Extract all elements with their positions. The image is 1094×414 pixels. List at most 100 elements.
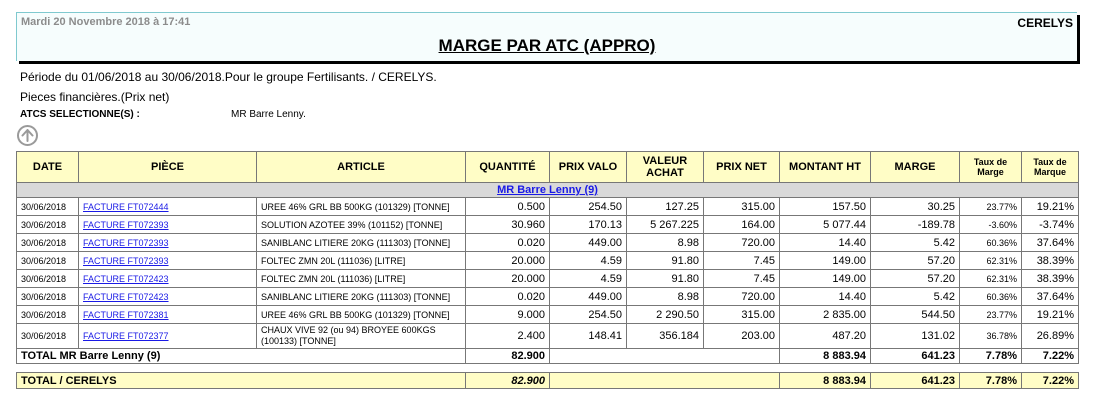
cell-montant-ht: 14.40 [779, 233, 871, 252]
group-total-marge: 641.23 [870, 348, 960, 364]
piece-link[interactable]: FACTURE FT072393 [83, 219, 169, 230]
cell-prix-net: 315.00 [703, 305, 780, 324]
margin-table: DATE PIÈCE ARTICLE QUANTITÉ PRIX VALO VA… [16, 151, 1079, 389]
piece-link[interactable]: FACTURE FT072381 [83, 309, 169, 320]
cell-taux-marge: 62.31% [959, 269, 1022, 288]
selection-label: ATCS SELECTIONNE(S) : [20, 109, 140, 120]
group-total-row: TOTAL MR Barre Lenny (9) 82.900 8 883.94… [16, 348, 1079, 364]
col-prix-valo[interactable]: PRIX VALO [549, 151, 627, 183]
cell-valeur-achat: 356.184 [626, 323, 704, 349]
report-date: Mardi 20 Novembre 2018 à 17:41 [21, 16, 191, 28]
table-row: 30/06/2018 FACTURE FT072381 UREE 46% GRL… [16, 305, 1079, 324]
cell-prix-net: 720.00 [703, 287, 780, 306]
cell-montant-ht: 487.20 [779, 323, 871, 349]
cell-montant-ht: 157.50 [779, 197, 871, 216]
cell-taux-marque: 38.39% [1021, 269, 1079, 288]
cell-valeur-achat: 2 290.50 [626, 305, 704, 324]
cell-taux-marge: -3.60% [959, 215, 1022, 234]
cell-taux-marge: 60.36% [959, 287, 1022, 306]
cell-montant-ht: 149.00 [779, 269, 871, 288]
cell-marge: 57.20 [870, 251, 960, 270]
cell-date: 30/06/2018 [16, 305, 79, 324]
cell-valeur-achat: 91.80 [626, 269, 704, 288]
table-row: 30/06/2018 FACTURE FT072377 CHAUX VIVE 9… [16, 323, 1079, 349]
cell-taux-marge: 36.78% [959, 323, 1022, 349]
cell-article: SANIBLANC LITIERE 20KG (111303) [TONNE] [256, 233, 466, 252]
col-prix-net[interactable]: PRIX NET [703, 151, 780, 183]
cell-date: 30/06/2018 [16, 323, 79, 349]
cell-prix-net: 315.00 [703, 197, 780, 216]
grand-total-empty [549, 372, 780, 389]
spacer-cell [17, 364, 1079, 373]
col-piece[interactable]: PIÈCE [78, 151, 257, 183]
piece-link[interactable]: FACTURE FT072377 [83, 330, 169, 341]
cell-quantite: 0.020 [465, 287, 550, 306]
cell-taux-marque: 37.64% [1021, 287, 1079, 306]
cell-piece: FACTURE FT072444 [78, 197, 257, 216]
piece-link[interactable]: FACTURE FT072444 [83, 201, 169, 212]
cell-montant-ht: 14.40 [779, 287, 871, 306]
cell-piece: FACTURE FT072377 [78, 323, 257, 349]
cell-taux-marque: 19.21% [1021, 197, 1079, 216]
cell-prix-valo: 254.50 [549, 197, 627, 216]
col-taux-marge-l1: Taux de [973, 157, 1008, 167]
cell-taux-marge: 23.77% [959, 197, 1022, 216]
cell-taux-marque: -3.74% [1021, 215, 1079, 234]
cell-valeur-achat: 91.80 [626, 251, 704, 270]
col-quantite[interactable]: QUANTITÉ [465, 151, 550, 183]
cell-prix-net: 7.45 [703, 269, 780, 288]
col-date[interactable]: DATE [16, 151, 79, 183]
group-link[interactable]: MR Barre Lenny (9) [497, 184, 598, 196]
cell-marge: 544.50 [870, 305, 960, 324]
cell-date: 30/06/2018 [16, 251, 79, 270]
cell-article: SOLUTION AZOTEE 39% (101152) [TONNE] [256, 215, 466, 234]
col-valeur-achat-l2: ACHAT [646, 167, 684, 179]
cell-prix-net: 7.45 [703, 251, 780, 270]
pieces-text: Pieces financières.(Prix net) [20, 90, 170, 104]
col-taux-marque-l1: Taux de [1033, 157, 1067, 167]
cell-article: FOLTEC ZMN 20L (111036) [LITRE] [256, 269, 466, 288]
cell-article: UREE 46% GRL BB 500KG (101329) [TONNE] [256, 305, 466, 324]
cell-piece: FACTURE FT072393 [78, 233, 257, 252]
cell-valeur-achat: 5 267.225 [626, 215, 704, 234]
cell-prix-valo: 4.59 [549, 251, 627, 270]
grand-total-label: TOTAL / CERELYS [16, 372, 466, 389]
table-header-row: DATE PIÈCE ARTICLE QUANTITÉ PRIX VALO VA… [16, 151, 1079, 183]
cell-prix-valo: 148.41 [549, 323, 627, 349]
col-article[interactable]: ARTICLE [256, 151, 466, 183]
cell-marge: 5.42 [870, 287, 960, 306]
group-total-label: TOTAL MR Barre Lenny (9) [16, 348, 466, 364]
col-taux-marge-l2: Marge [977, 167, 1004, 177]
cell-date: 30/06/2018 [16, 287, 79, 306]
col-valeur-achat-l1: VALEUR [642, 155, 688, 167]
col-valeur-achat[interactable]: VALEUR ACHAT [626, 151, 704, 183]
piece-link[interactable]: FACTURE FT072423 [83, 273, 169, 284]
company-name: CERELYS [1017, 16, 1073, 30]
cell-prix-net: 164.00 [703, 215, 780, 234]
grand-total-quantite: 82.900 [465, 372, 550, 389]
grand-total-taux-marque: 7.22% [1021, 372, 1079, 389]
table-row: 30/06/2018 FACTURE FT072423 FOLTEC ZMN 2… [16, 269, 1079, 288]
cell-quantite: 0.020 [465, 233, 550, 252]
cell-quantite: 2.400 [465, 323, 550, 349]
cell-article: UREE 46% GRL BB 500KG (101329) [TONNE] [256, 197, 466, 216]
report-header: Mardi 20 Novembre 2018 à 17:41 CERELYS M… [16, 12, 1077, 61]
cell-prix-valo: 254.50 [549, 305, 627, 324]
grand-total-row: TOTAL / CERELYS 82.900 8 883.94 641.23 7… [16, 372, 1079, 389]
col-marge[interactable]: MARGE [870, 151, 960, 183]
cell-taux-marque: 38.39% [1021, 251, 1079, 270]
piece-link[interactable]: FACTURE FT072393 [83, 255, 169, 266]
cell-piece: FACTURE FT072423 [78, 287, 257, 306]
piece-link[interactable]: FACTURE FT072423 [83, 291, 169, 302]
piece-link[interactable]: FACTURE FT072393 [83, 237, 169, 248]
arrow-up-icon[interactable] [17, 125, 38, 146]
cell-marge: -189.78 [870, 215, 960, 234]
cell-montant-ht: 149.00 [779, 251, 871, 270]
col-taux-marge[interactable]: Taux de Marge [959, 151, 1022, 183]
col-taux-marque[interactable]: Taux de Marque [1021, 151, 1079, 183]
grand-total-montant-ht: 8 883.94 [779, 372, 871, 389]
cell-taux-marque: 19.21% [1021, 305, 1079, 324]
col-montant-ht[interactable]: MONTANT HT [779, 151, 871, 183]
group-total-taux-marge: 7.78% [959, 348, 1022, 364]
cell-article: SANIBLANC LITIERE 20KG (111303) [TONNE] [256, 287, 466, 306]
